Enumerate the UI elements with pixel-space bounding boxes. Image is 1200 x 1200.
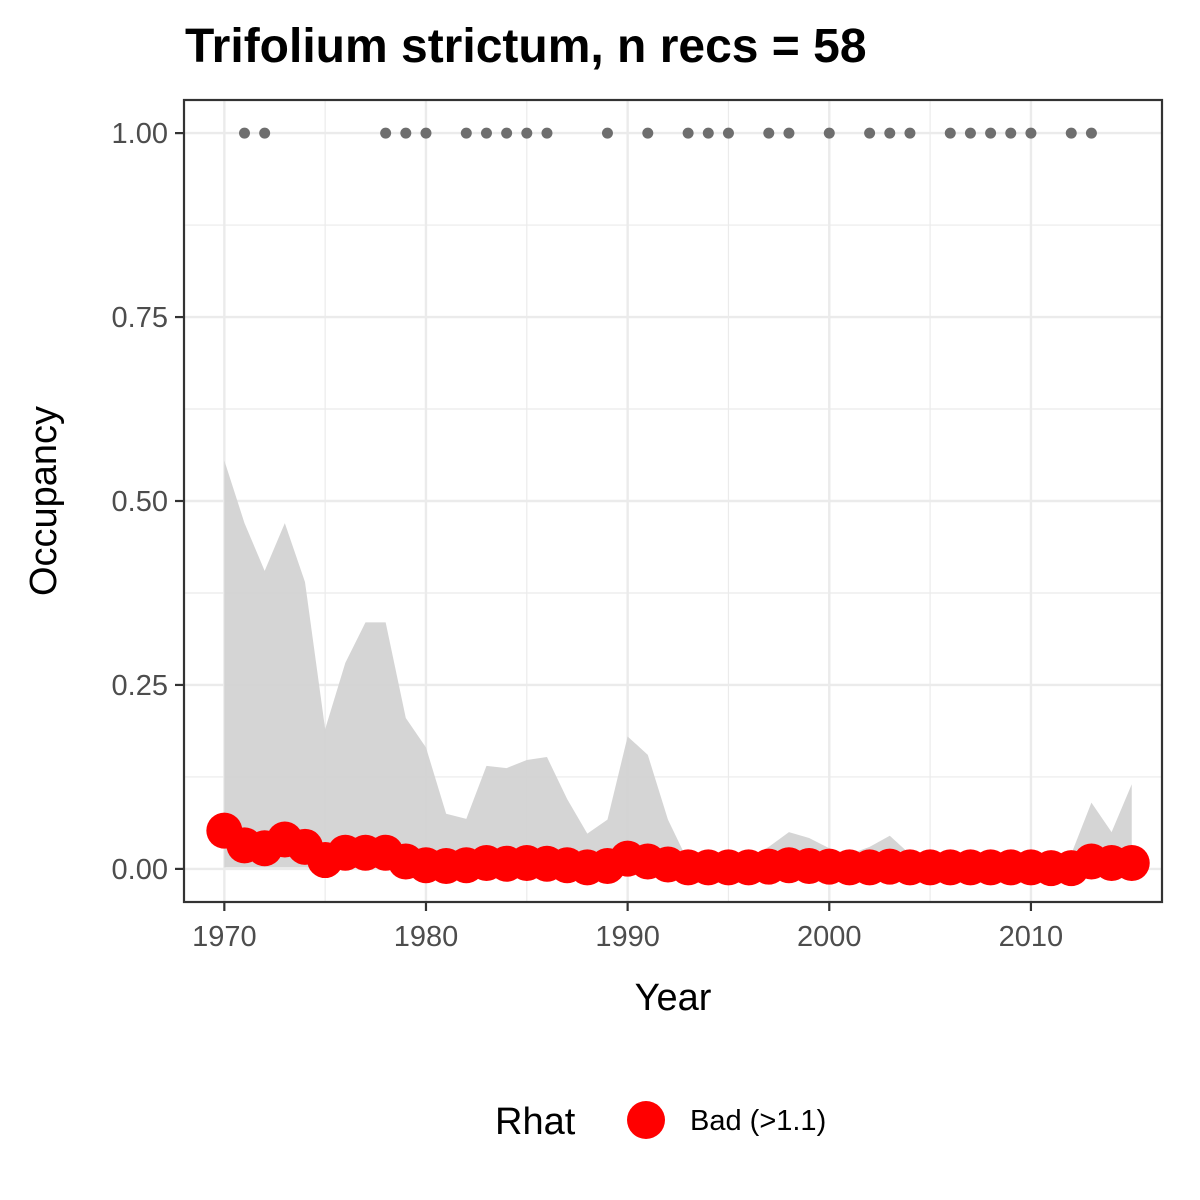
x-tick-label: 1980 bbox=[394, 921, 459, 953]
y-tick-label: 1.00 bbox=[112, 118, 168, 150]
record-point bbox=[420, 128, 431, 139]
record-point bbox=[380, 128, 391, 139]
x-tick-label: 2010 bbox=[999, 921, 1064, 953]
x-axis: 1970 1980 1990 2000 2010 bbox=[192, 902, 1063, 953]
record-point bbox=[824, 128, 835, 139]
record-point bbox=[521, 128, 532, 139]
record-point bbox=[461, 128, 472, 139]
record-point bbox=[1066, 128, 1077, 139]
y-tick-label: 0.25 bbox=[112, 670, 168, 702]
record-point bbox=[501, 128, 512, 139]
record-point bbox=[541, 128, 552, 139]
y-tick-label: 0.50 bbox=[112, 486, 168, 518]
record-point bbox=[884, 128, 895, 139]
record-point bbox=[783, 128, 794, 139]
record-point bbox=[985, 128, 996, 139]
record-point bbox=[703, 128, 714, 139]
legend-key-bad-rhat bbox=[627, 1101, 665, 1139]
record-point bbox=[945, 128, 956, 139]
legend-title: Rhat bbox=[495, 1101, 576, 1143]
chart-title: Trifolium strictum, n recs = 58 bbox=[185, 20, 867, 73]
record-point bbox=[259, 128, 270, 139]
y-axis: 0.00 0.25 0.50 0.75 1.00 bbox=[112, 118, 184, 886]
record-point bbox=[602, 128, 613, 139]
record-point bbox=[904, 128, 915, 139]
record-point bbox=[400, 128, 411, 139]
record-point bbox=[1005, 128, 1016, 139]
y-tick-label: 0.75 bbox=[112, 302, 168, 334]
x-tick-label: 1990 bbox=[595, 921, 660, 953]
y-tick-label: 0.00 bbox=[112, 854, 168, 886]
record-point bbox=[1086, 128, 1097, 139]
record-point bbox=[965, 128, 976, 139]
legend: Rhat Bad (>1.1) bbox=[495, 1101, 826, 1143]
record-point bbox=[239, 128, 250, 139]
record-point bbox=[642, 128, 653, 139]
legend-label-bad-rhat: Bad (>1.1) bbox=[690, 1105, 826, 1137]
x-tick-label: 2000 bbox=[797, 921, 862, 953]
record-point bbox=[1025, 128, 1036, 139]
record-point bbox=[723, 128, 734, 139]
y-axis-title: Occupancy bbox=[23, 406, 65, 596]
x-tick-label: 1970 bbox=[192, 921, 257, 953]
record-point bbox=[481, 128, 492, 139]
record-point bbox=[763, 128, 774, 139]
x-axis-title: Year bbox=[635, 977, 712, 1019]
record-point bbox=[864, 128, 875, 139]
occupancy-point bbox=[1114, 845, 1150, 881]
record-point bbox=[683, 128, 694, 139]
